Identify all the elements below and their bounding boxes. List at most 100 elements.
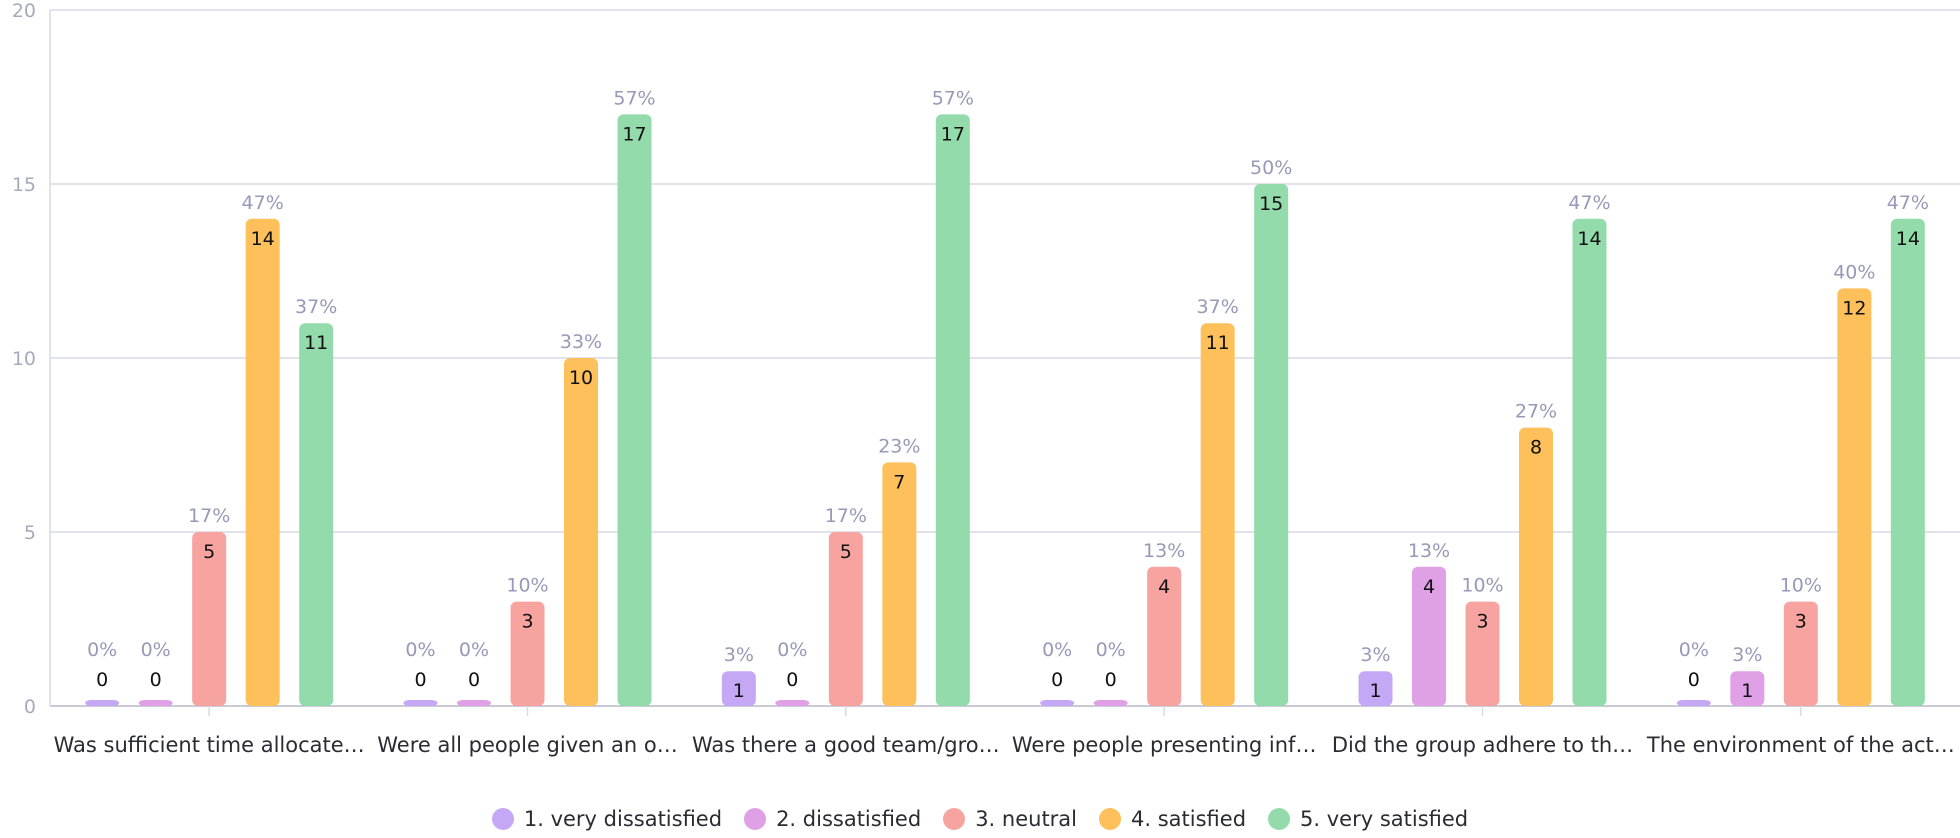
bar-value-label: 14 — [251, 228, 275, 250]
bar-value-label: 5 — [203, 541, 215, 563]
bar-percent-label: 37% — [1197, 296, 1239, 318]
bar — [138, 700, 173, 706]
bar — [775, 700, 810, 706]
bar-value-label: 3 — [1795, 611, 1807, 633]
bar-value-label: 14 — [1896, 228, 1920, 250]
bar-value-label: 0 — [1105, 669, 1117, 691]
bar-value-label: 0 — [96, 669, 108, 691]
bar-percent-label: 33% — [560, 331, 602, 353]
x-tick-label: Was there a good team/gro… — [692, 733, 1000, 757]
bar — [1676, 700, 1711, 706]
x-tick-label: The environment of the act… — [1646, 733, 1955, 757]
legend-dot-icon — [1268, 808, 1291, 830]
bar-value-label: 12 — [1842, 297, 1866, 319]
bar — [1783, 601, 1818, 706]
bar-value-label: 0 — [414, 669, 426, 691]
y-tick-label: 20 — [12, 0, 36, 22]
bar-percent-label: 10% — [506, 575, 548, 597]
bar-value-label: 17 — [941, 123, 965, 145]
bar — [1837, 288, 1872, 706]
bar-percent-label: 0% — [1042, 639, 1072, 661]
bar — [1519, 427, 1553, 706]
bar-value-label: 7 — [893, 471, 905, 493]
bar-value-label: 1 — [1741, 680, 1753, 702]
legend-label: 1. very dissatisfied — [523, 807, 723, 831]
x-tick-label: Did the group adhere to th… — [1332, 733, 1633, 757]
bar-percent-label: 47% — [1568, 192, 1610, 214]
bar-percent-label: 0% — [459, 639, 489, 661]
bar-value-label: 5 — [840, 541, 852, 563]
bar — [1040, 700, 1075, 706]
bar-value-label: 0 — [1688, 669, 1700, 691]
bar — [1465, 601, 1500, 706]
bar — [85, 700, 120, 706]
legend-item-satisfied[interactable]: 4. satisfied — [1099, 807, 1246, 831]
legend-label: 2. dissatisfied — [776, 807, 922, 831]
bar — [192, 532, 227, 706]
x-tick-label: Was sufficient time allocate… — [54, 733, 365, 757]
bar — [1358, 671, 1393, 706]
bar — [1147, 566, 1182, 706]
bar-value-label: 4 — [1423, 576, 1435, 598]
bar-percent-label: 0% — [1096, 639, 1126, 661]
bar-value-label: 0 — [150, 669, 162, 691]
legend-dot-icon — [744, 808, 767, 830]
bar-value-label: 8 — [1530, 437, 1542, 459]
bar-percent-label: 17% — [188, 505, 230, 527]
bar — [935, 114, 970, 706]
legend-item-very-dissatisfied[interactable]: 1. very dissatisfied — [491, 807, 723, 831]
bar-value-label: 1 — [1369, 680, 1381, 702]
bar — [245, 218, 280, 707]
bar-value-label: 3 — [1476, 611, 1488, 633]
bar — [1093, 700, 1128, 706]
bar — [1890, 218, 1925, 707]
bar-percent-label: 23% — [878, 435, 920, 457]
bar-percent-label: 3% — [1732, 644, 1762, 666]
legend-dot-icon — [491, 808, 514, 830]
bar-percent-label: 0% — [405, 639, 435, 661]
bar-value-label: 1 — [733, 680, 745, 702]
legend-item-neutral[interactable]: 3. neutral — [943, 807, 1077, 831]
bar-percent-label: 10% — [1780, 575, 1822, 597]
bar — [564, 358, 598, 706]
bar-value-label: 17 — [622, 123, 646, 145]
bar-percent-label: 0% — [87, 639, 117, 661]
bar-percent-label: 13% — [1143, 540, 1185, 562]
bar-percent-label: 0% — [141, 639, 171, 661]
bar — [1254, 184, 1289, 706]
bar-value-label: 0 — [786, 669, 798, 691]
bar-value-label: 11 — [1206, 332, 1230, 354]
bar-percent-label: 40% — [1833, 261, 1875, 283]
legend-item-dissatisfied[interactable]: 2. dissatisfied — [744, 807, 921, 831]
bar — [299, 323, 334, 706]
legend-item-very-satisfied[interactable]: 5. very satisfied — [1268, 807, 1468, 831]
bar-percent-label: 50% — [1250, 157, 1292, 179]
bar-percent-label: 17% — [825, 505, 867, 527]
bar — [828, 532, 863, 706]
bar — [457, 700, 491, 706]
bar — [403, 700, 438, 706]
bar — [617, 114, 652, 706]
bar-value-label: 0 — [468, 669, 480, 691]
bar-value-label: 15 — [1259, 193, 1283, 215]
bar — [721, 671, 756, 706]
bar-value-label: 14 — [1577, 228, 1601, 250]
bar-percent-label: 3% — [724, 644, 754, 666]
y-tick-label: 15 — [12, 174, 36, 196]
bar — [1572, 218, 1607, 707]
bar — [1412, 566, 1446, 706]
bar-percent-label: 47% — [242, 192, 284, 214]
bar-value-label: 4 — [1158, 576, 1170, 598]
legend-dot-icon — [943, 808, 966, 830]
y-tick-label: 0 — [24, 696, 36, 718]
bar-percent-label: 0% — [1679, 639, 1709, 661]
legend-dot-icon — [1099, 808, 1122, 830]
bar-value-label: 3 — [521, 611, 533, 633]
legend-label: 3. neutral — [975, 807, 1078, 831]
bar-percent-label: 0% — [777, 639, 807, 661]
bar-percent-label: 37% — [295, 296, 337, 318]
bar-percent-label: 47% — [1887, 192, 1929, 214]
bar-percent-label: 3% — [1360, 644, 1390, 666]
bar — [1730, 671, 1765, 706]
